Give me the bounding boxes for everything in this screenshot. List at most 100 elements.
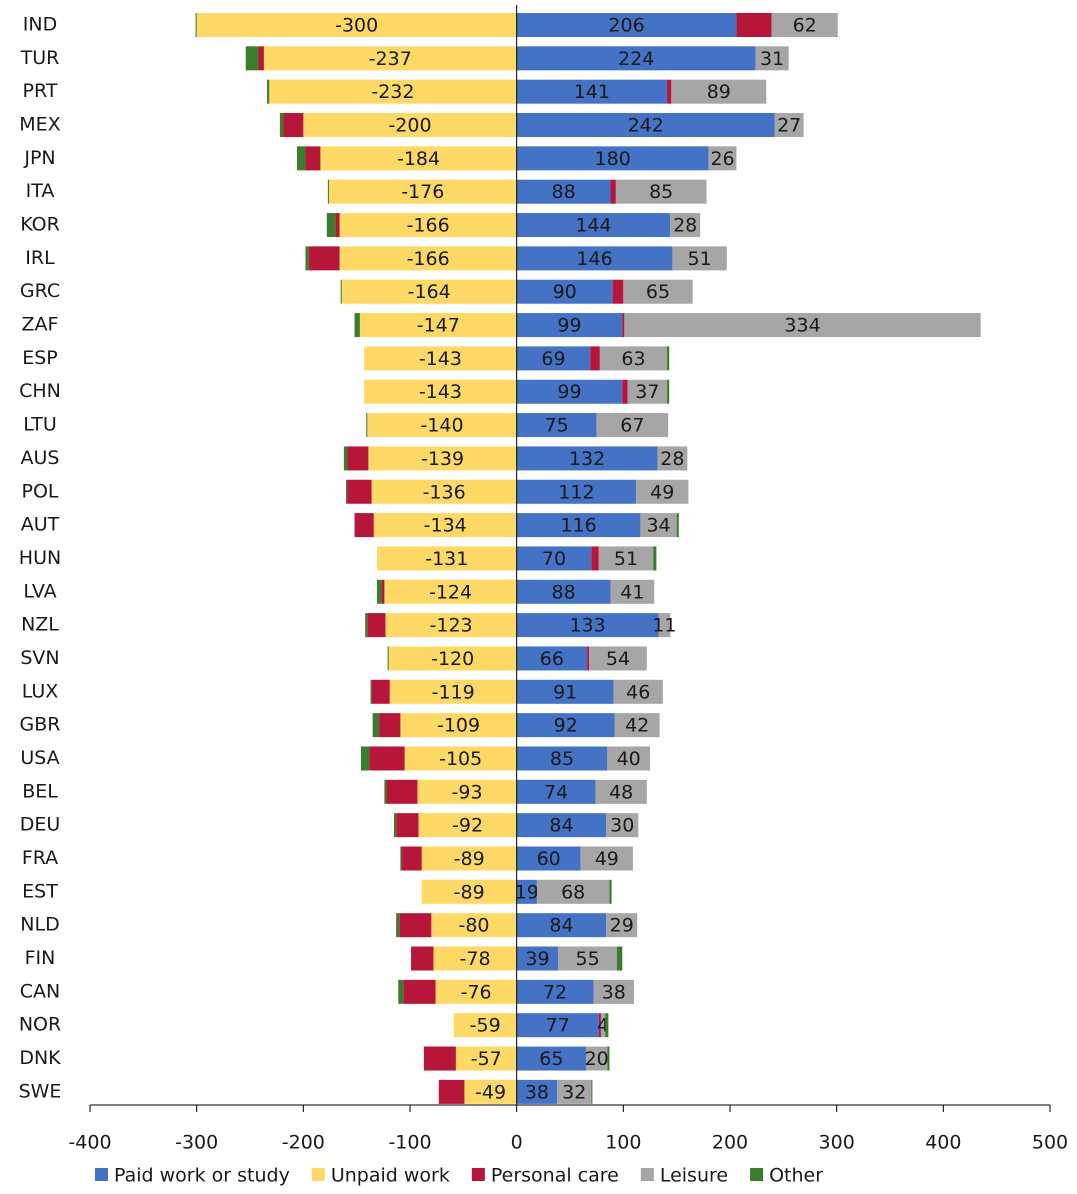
data-label: 89 — [707, 81, 731, 103]
bar-segment — [283, 113, 304, 138]
bar-segment — [607, 746, 650, 771]
bar-segment — [303, 113, 517, 138]
category-label: TUR — [20, 47, 60, 69]
bar-segment — [589, 646, 647, 671]
legend-swatch — [311, 1168, 325, 1181]
bar-segment — [381, 579, 385, 604]
bar-segment — [516, 813, 607, 838]
data-label: 49 — [650, 481, 674, 503]
bar-segment — [516, 346, 591, 371]
data-label: 46 — [626, 681, 650, 703]
data-label: 31 — [760, 48, 784, 70]
data-label: 29 — [610, 915, 634, 937]
bar-segment — [667, 346, 670, 371]
data-label: -78 — [460, 948, 491, 970]
category-label: ITA — [26, 180, 55, 202]
bar-segment — [516, 279, 613, 304]
bar-segment — [516, 479, 637, 504]
bar-segment — [360, 746, 370, 771]
bar-segment — [400, 713, 517, 738]
bar-segment — [624, 313, 981, 338]
bar-segment — [195, 13, 197, 37]
category-label: IRL — [25, 247, 55, 269]
x-tick-label: -200 — [282, 1132, 325, 1154]
data-label: 11 — [652, 615, 676, 637]
data-label: 48 — [609, 781, 633, 803]
bar-segment — [636, 479, 689, 504]
category-label: NZL — [21, 614, 59, 636]
category-label: LUX — [22, 680, 59, 702]
bar-segment — [308, 246, 340, 271]
bar-segment — [599, 346, 668, 371]
data-label: 92 — [554, 715, 578, 737]
data-label: -143 — [419, 348, 462, 370]
data-label: -119 — [432, 681, 475, 703]
category-label: SWE — [19, 1080, 62, 1102]
legend-swatch — [640, 1168, 654, 1181]
bar-segment — [610, 179, 616, 204]
category-label: NOR — [19, 1014, 61, 1036]
bar-segment — [367, 413, 517, 438]
bar-segment — [516, 513, 641, 538]
bar-segment — [376, 546, 517, 571]
bar-segment — [587, 646, 590, 671]
data-label: 28 — [660, 448, 684, 470]
data-label: 55 — [576, 948, 600, 970]
bar-segment — [399, 913, 432, 938]
data-label: 19 — [515, 881, 539, 903]
legend-label: Paid work or study — [114, 1165, 290, 1187]
bar-segment — [516, 213, 671, 238]
bar-segment — [373, 513, 517, 538]
data-label: -92 — [452, 815, 483, 837]
data-label: 42 — [625, 715, 649, 737]
bar-segment — [327, 179, 329, 204]
category-label: GBR — [20, 714, 61, 736]
data-label: 41 — [620, 581, 644, 603]
bar-segment — [755, 46, 789, 71]
category-label: HUN — [19, 547, 61, 569]
data-label: -134 — [424, 515, 467, 537]
bar-segment — [403, 979, 436, 1004]
data-label: 84 — [549, 815, 573, 837]
bar-segment — [396, 913, 400, 938]
category-label: CAN — [20, 980, 60, 1002]
x-tick-label: -100 — [388, 1132, 431, 1154]
bar-segment — [670, 213, 701, 238]
bar-segment — [385, 613, 517, 638]
data-label: 90 — [553, 281, 577, 303]
data-label: 206 — [608, 15, 644, 37]
bar-segment — [609, 879, 612, 904]
data-label: 91 — [553, 681, 577, 703]
x-tick-label: -400 — [68, 1132, 111, 1154]
bar-segment — [516, 779, 596, 804]
bar-segment — [384, 579, 517, 604]
data-label: 51 — [688, 248, 712, 270]
data-label: 20 — [585, 1048, 609, 1070]
bar-segment — [376, 579, 382, 604]
bar-segment — [516, 679, 614, 704]
data-label: -300 — [335, 15, 378, 37]
bar-segment — [431, 913, 517, 938]
data-label: -93 — [452, 781, 483, 803]
x-tick-label: 100 — [605, 1132, 641, 1154]
data-label: 70 — [542, 548, 566, 570]
data-label: 54 — [606, 648, 630, 670]
data-label: 30 — [610, 815, 634, 837]
data-label: 38 — [602, 981, 626, 1003]
category-label: IND — [23, 14, 57, 36]
legend-swatch — [95, 1168, 108, 1181]
legend-swatch — [750, 1168, 764, 1181]
bar-segment — [421, 846, 517, 871]
bar-segment — [516, 113, 775, 138]
data-label: 38 — [525, 1081, 549, 1103]
bar-segment — [418, 813, 517, 838]
data-label: -184 — [397, 148, 440, 170]
bar-segment — [516, 879, 537, 904]
data-label: -140 — [420, 415, 463, 437]
x-tick-label: -300 — [175, 1132, 218, 1154]
bar-segment — [267, 79, 270, 104]
bar-segment — [320, 146, 517, 171]
category-label: PRT — [23, 80, 58, 102]
data-label: 62 — [793, 15, 817, 37]
bar-segment — [516, 846, 581, 871]
